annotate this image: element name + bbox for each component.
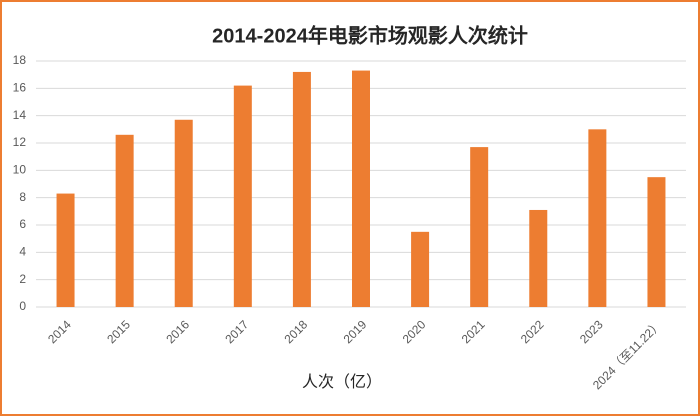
bar xyxy=(174,119,193,308)
bar xyxy=(647,177,666,307)
chart-title: 2014-2024年电影市场观影人次统计 xyxy=(212,23,528,47)
y-tick-label: 8 xyxy=(19,190,26,204)
y-tick-label: 0 xyxy=(19,299,26,313)
y-tick-label: 2 xyxy=(19,272,26,286)
y-tick-label: 12 xyxy=(13,135,27,149)
y-tick-label: 6 xyxy=(19,217,26,231)
y-tick-label: 16 xyxy=(13,81,27,95)
y-tick-label: 10 xyxy=(13,163,27,177)
bar xyxy=(529,209,548,307)
bar xyxy=(233,85,252,307)
y-tick-label: 18 xyxy=(13,53,27,67)
y-tick-label: 14 xyxy=(13,108,27,122)
x-axis-label: 人次（亿） xyxy=(302,373,382,391)
bar xyxy=(588,129,607,307)
bar xyxy=(411,231,430,307)
bar xyxy=(470,147,489,307)
bar xyxy=(292,71,311,307)
bar xyxy=(352,70,370,307)
bar xyxy=(115,134,134,307)
y-tick-label: 4 xyxy=(19,245,26,259)
bar xyxy=(56,193,75,307)
